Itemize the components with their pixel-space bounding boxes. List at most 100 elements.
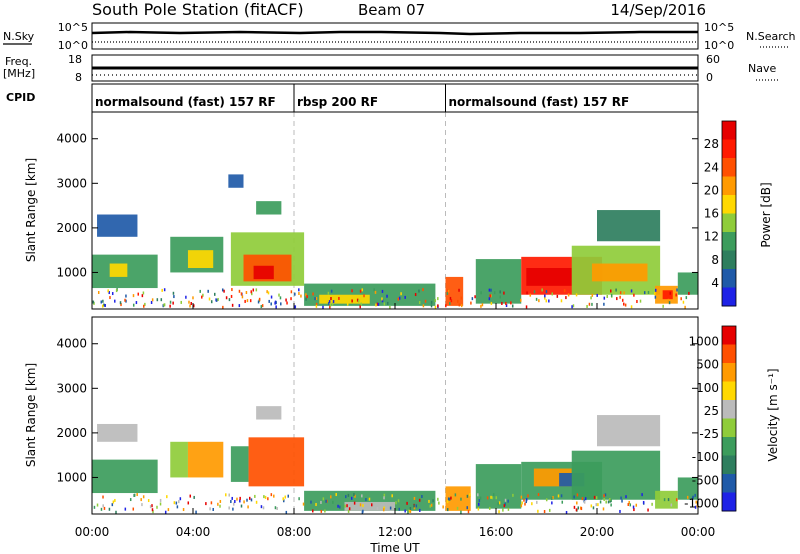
colorbar-segment: [722, 437, 736, 456]
scatter-speck: [315, 503, 317, 507]
scatter-speck: [389, 506, 392, 510]
scatter-speck: [149, 505, 152, 509]
scatter-speck: [688, 291, 690, 295]
scatter-speck: [252, 288, 255, 292]
scatter-speck: [442, 505, 444, 509]
colorbar-tick-label: 28: [704, 137, 719, 151]
scatter-speck: [359, 305, 361, 309]
scatter-speck: [575, 508, 578, 512]
scatter-speck: [565, 296, 567, 300]
scatter-speck: [400, 292, 402, 296]
scatter-cell: [228, 174, 244, 188]
colorbar-tick-label: 100: [696, 381, 719, 395]
scatter-speck: [144, 302, 146, 306]
scatter-cell: [187, 250, 214, 268]
scatter-speck: [418, 300, 421, 304]
scatter-speck: [240, 292, 243, 296]
nsky-tick-top: 10^5: [58, 21, 88, 34]
scatter-speck: [595, 503, 598, 507]
scatter-speck: [101, 304, 104, 308]
scatter-speck: [207, 289, 209, 293]
scatter-speck: [257, 300, 260, 304]
scatter-speck: [389, 305, 391, 309]
scatter-speck: [327, 291, 330, 295]
scatter-speck: [576, 501, 578, 505]
scatter-speck: [353, 501, 356, 505]
power-panel: 1000 2000 3000 4000 Slant Range [km] 4 8 12 16…: [24, 111, 773, 310]
scatter-speck: [137, 292, 140, 296]
scatter-speck: [102, 299, 104, 303]
scatter-speck: [639, 299, 642, 303]
scatter-speck: [642, 500, 645, 504]
scatter-speck: [273, 494, 275, 498]
scatter-speck: [520, 504, 523, 508]
scatter-speck: [125, 299, 127, 303]
scatter-speck: [593, 495, 596, 499]
colorbar-tick-label: 1000: [688, 335, 719, 349]
scatter-speck: [495, 496, 498, 500]
scatter-speck: [499, 295, 501, 299]
scatter-speck: [125, 294, 127, 298]
scatter-speck: [331, 302, 334, 306]
scatter-speck: [344, 504, 346, 508]
scatter-speck: [603, 296, 606, 300]
scatter-speck: [633, 293, 635, 297]
scatter-speck: [193, 304, 195, 308]
scatter-speck: [377, 302, 380, 306]
scatter-speck: [404, 509, 406, 513]
scatter-speck: [663, 498, 666, 502]
scatter-speck: [107, 289, 109, 293]
scatter-speck: [533, 290, 536, 294]
scatter-speck: [246, 498, 248, 502]
cpid-segment-label: normalsound (fast) 157 RF: [449, 95, 630, 109]
scatter-speck: [150, 300, 153, 304]
scatter-speck: [571, 305, 573, 309]
scatter-speck: [478, 499, 481, 503]
colorbar-segment: [722, 139, 736, 159]
scatter-speck: [633, 508, 635, 512]
scatter-speck: [668, 301, 671, 305]
scatter-speck: [354, 494, 356, 498]
scatter-speck: [255, 500, 258, 504]
scatter-speck: [505, 304, 508, 308]
scatter-speck: [675, 293, 677, 297]
scatter-speck: [497, 502, 499, 506]
scatter-speck: [619, 509, 621, 513]
scatter-speck: [167, 508, 170, 512]
scatter-speck: [209, 507, 211, 511]
scatter-speck: [337, 504, 339, 508]
scatter-speck: [315, 302, 318, 306]
scatter-speck: [376, 302, 379, 306]
nsearch-label: N.Search: [746, 30, 796, 43]
scatter-speck: [357, 299, 360, 303]
scatter-speck: [507, 499, 509, 503]
scatter-speck: [499, 290, 501, 294]
scatter-speck: [573, 495, 575, 499]
scatter-speck: [381, 299, 384, 303]
scatter-speck: [521, 501, 523, 505]
scatter-speck: [409, 506, 412, 510]
scatter-speck: [641, 493, 643, 497]
velocity-ylabel: Slant Range [km]: [24, 363, 38, 467]
scatter-speck: [287, 494, 290, 498]
scatter-speck: [223, 289, 225, 293]
colorbar-frame: [721, 325, 737, 512]
scatter-speck: [135, 301, 138, 305]
scatter-speck: [694, 493, 696, 497]
freq-tick-top: 18: [68, 53, 82, 66]
scatter-cell: [248, 437, 305, 487]
scatter-speck: [520, 298, 522, 302]
scatter-speck: [325, 499, 327, 503]
scatter-speck: [225, 296, 228, 300]
colorbar-tick-label: 25: [704, 404, 719, 418]
scatter-speck: [486, 496, 489, 500]
scatter-speck: [599, 500, 602, 504]
scatter-speck: [551, 292, 554, 296]
scatter-speck: [545, 299, 548, 303]
colorbar-segment: [722, 250, 736, 270]
scatter-cell: [677, 272, 698, 295]
scatter-speck: [190, 302, 193, 306]
scatter-speck: [250, 290, 252, 294]
scatter-speck: [270, 295, 273, 299]
scatter-speck: [270, 302, 272, 306]
